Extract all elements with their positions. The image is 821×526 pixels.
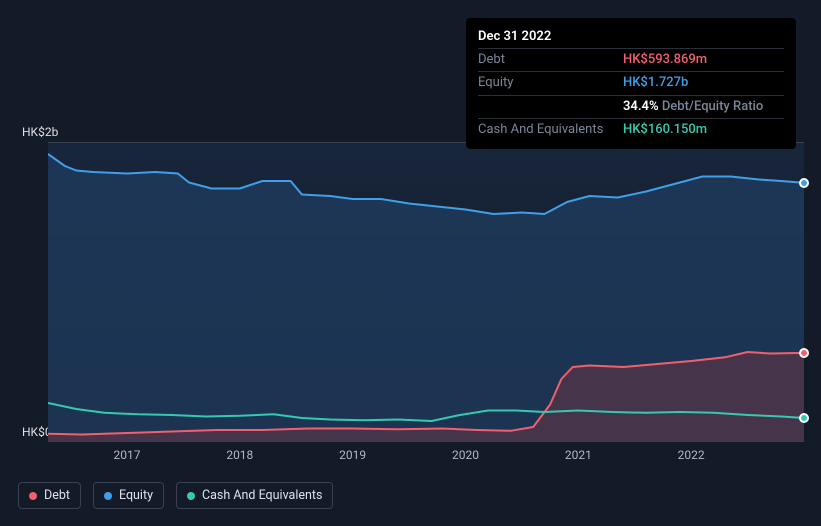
tooltip-row-label: Equity [478, 74, 623, 92]
legend-item-cash-and-equivalents[interactable]: Cash And Equivalents [176, 482, 333, 509]
x-axis-tick: 2022 [678, 448, 705, 462]
tooltip-row-value: HK$593.869m [623, 51, 707, 69]
tooltip-row: EquityHK$1.727b [478, 72, 784, 95]
legend-label: Cash And Equivalents [202, 488, 322, 503]
tooltip-row-value: HK$1.727b [623, 74, 688, 92]
y-axis-label-max: HK$2b [22, 125, 58, 139]
tooltip-date: Dec 31 2022 [478, 28, 551, 46]
series-end-dot [799, 348, 809, 358]
debt-equity-chart[interactable] [48, 142, 804, 442]
series-end-dot [799, 413, 809, 423]
tooltip-row: Cash And EquivalentsHK$160.150m [478, 119, 784, 141]
chart-tooltip: Dec 31 2022 DebtHK$593.869mEquityHK$1.72… [466, 18, 796, 149]
tooltip-row-value: 34.4% Debt/Equity Ratio [623, 98, 763, 116]
legend-dot-icon [104, 492, 112, 500]
legend-item-equity[interactable]: Equity [93, 482, 164, 509]
legend-label: Debt [44, 488, 70, 503]
x-axis-tick: 2018 [226, 448, 253, 462]
x-axis-tick: 2017 [113, 448, 140, 462]
tooltip-row-label [478, 98, 623, 116]
tooltip-row-value: HK$160.150m [623, 121, 707, 139]
tooltip-row-label: Debt [478, 51, 623, 69]
x-axis-tick: 2021 [565, 448, 592, 462]
tooltip-row-label: Cash And Equivalents [478, 121, 623, 139]
series-end-dot [799, 178, 809, 188]
tooltip-row: 34.4% Debt/Equity Ratio [478, 96, 784, 119]
x-axis-tick: 2019 [339, 448, 366, 462]
legend-dot-icon [29, 492, 37, 500]
tooltip-row: DebtHK$593.869m [478, 49, 784, 72]
legend-item-debt[interactable]: Debt [18, 482, 81, 509]
x-axis-tick: 2020 [452, 448, 479, 462]
chart-legend: Debt Equity Cash And Equivalents [18, 482, 333, 509]
x-axis: 2017 2018 2019 2020 2021 2022 [48, 448, 804, 468]
legend-label: Equity [119, 488, 153, 503]
legend-dot-icon [187, 492, 195, 500]
